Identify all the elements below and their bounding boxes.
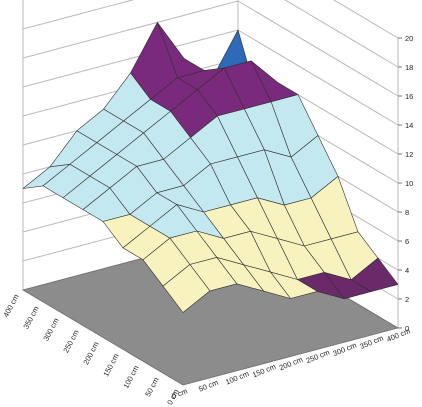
z-tick-label: 20 <box>405 34 413 43</box>
y-tick-label: 150 cm <box>101 352 120 378</box>
y-tick-label: 300 cm <box>41 316 60 342</box>
z-tick-label: 14 <box>405 121 413 130</box>
z-tick-label: 18 <box>405 63 413 72</box>
y-tick-label: 200 cm <box>81 340 100 366</box>
z-axis-ticks: 0 2 4 6 8 10 12 14 16 18 20 <box>398 34 413 333</box>
z-gridline <box>22 0 399 68</box>
z-tick-label: 8 <box>405 208 409 217</box>
y-tick-label: 50 cm <box>143 376 161 398</box>
z-tick-label: 10 <box>405 179 413 188</box>
y-tick-label: 400 cm <box>1 293 20 319</box>
z-gridline <box>23 0 399 39</box>
z-tick-label: 0 <box>405 324 409 333</box>
z-tick-label: 16 <box>405 92 413 101</box>
surface-cell <box>162 264 211 313</box>
y-tick-label: 350 cm <box>21 305 40 331</box>
z-tick-label: 6 <box>405 237 409 246</box>
z-tick-label: 2 <box>405 295 409 304</box>
y-tick-label: 250 cm <box>61 328 80 354</box>
z-tick-label: 12 <box>405 150 413 159</box>
z-tick-label: 4 <box>405 266 409 275</box>
surface-mesh <box>22 22 399 313</box>
y-tick-label: 100 cm <box>121 364 140 390</box>
